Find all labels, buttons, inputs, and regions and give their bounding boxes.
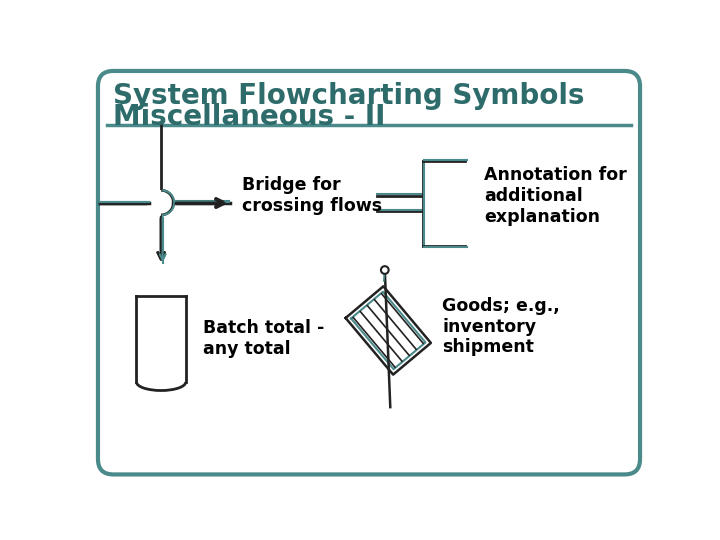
Text: System Flowcharting Symbols: System Flowcharting Symbols (113, 82, 585, 110)
Text: Goods; e.g.,
inventory
shipment: Goods; e.g., inventory shipment (442, 297, 560, 356)
FancyBboxPatch shape (148, 190, 175, 217)
Text: Miscellaneous - II: Miscellaneous - II (113, 103, 386, 131)
FancyBboxPatch shape (98, 71, 640, 475)
Text: Annotation for
additional
explanation: Annotation for additional explanation (485, 166, 627, 226)
Text: Batch total -
any total: Batch total - any total (204, 319, 325, 357)
Text: Bridge for
crossing flows: Bridge for crossing flows (242, 176, 382, 215)
Circle shape (381, 266, 389, 274)
